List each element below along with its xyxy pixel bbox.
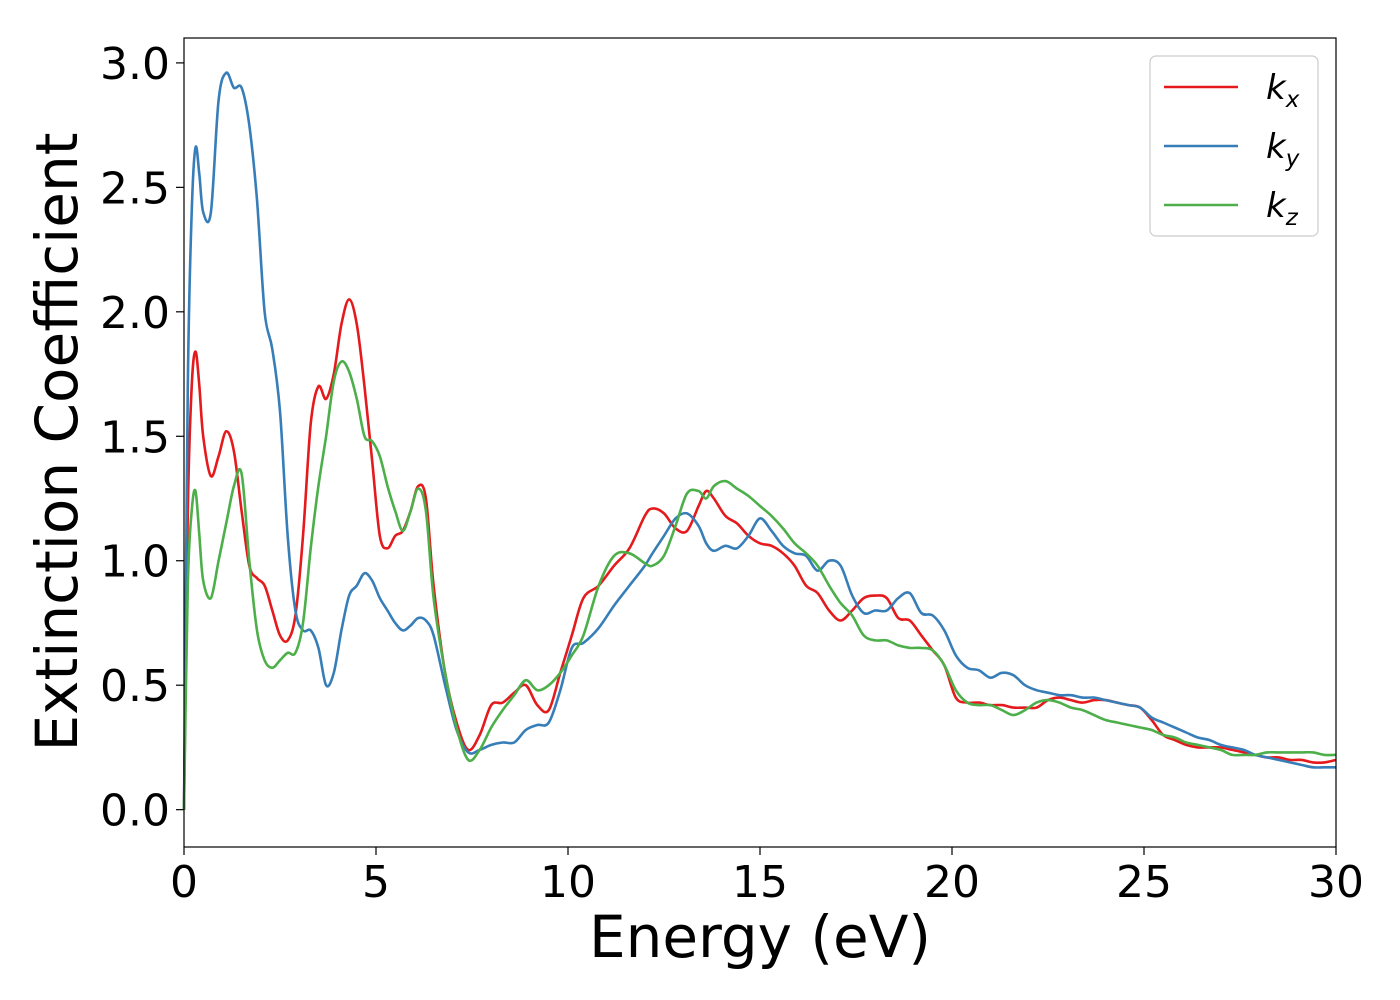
y-tick-label: 3.0 bbox=[100, 39, 170, 90]
legend-label-kx: kx bbox=[1266, 68, 1300, 113]
legend-label-kz: kz bbox=[1266, 186, 1299, 231]
x-tick-label: 25 bbox=[1116, 857, 1172, 908]
x-tick-label: 10 bbox=[540, 857, 596, 908]
y-tick-label: 0.5 bbox=[100, 661, 170, 712]
y-axis-title: Extinction Coefficient bbox=[23, 133, 91, 752]
y-tick-label: 2.5 bbox=[100, 163, 170, 214]
y-tick-label: 0.0 bbox=[100, 786, 170, 837]
legend-label-ky: ky bbox=[1266, 127, 1300, 172]
series-line-ky bbox=[182, 71, 1336, 810]
x-tick-label: 30 bbox=[1308, 857, 1364, 908]
x-tick-label: 0 bbox=[170, 857, 198, 908]
y-tick-label: 1.5 bbox=[100, 412, 170, 463]
legend: kx ky kz bbox=[1149, 55, 1319, 237]
series-line-kz bbox=[182, 360, 1337, 810]
y-tick-label: 1.0 bbox=[100, 537, 170, 588]
x-tick-label: 5 bbox=[362, 857, 390, 908]
series-line-kx bbox=[182, 298, 1337, 810]
x-tick-label: 15 bbox=[732, 857, 788, 908]
x-axis-title: Energy (eV) bbox=[589, 903, 931, 971]
plot-lines bbox=[182, 71, 1337, 810]
x-tick-label: 20 bbox=[924, 857, 980, 908]
y-tick-label: 2.0 bbox=[100, 288, 170, 339]
y-axis: 0.0 0.5 1.0 1.5 2.0 2.5 3.0 bbox=[100, 39, 184, 837]
x-axis: 0 5 10 15 20 25 30 bbox=[170, 847, 1364, 908]
